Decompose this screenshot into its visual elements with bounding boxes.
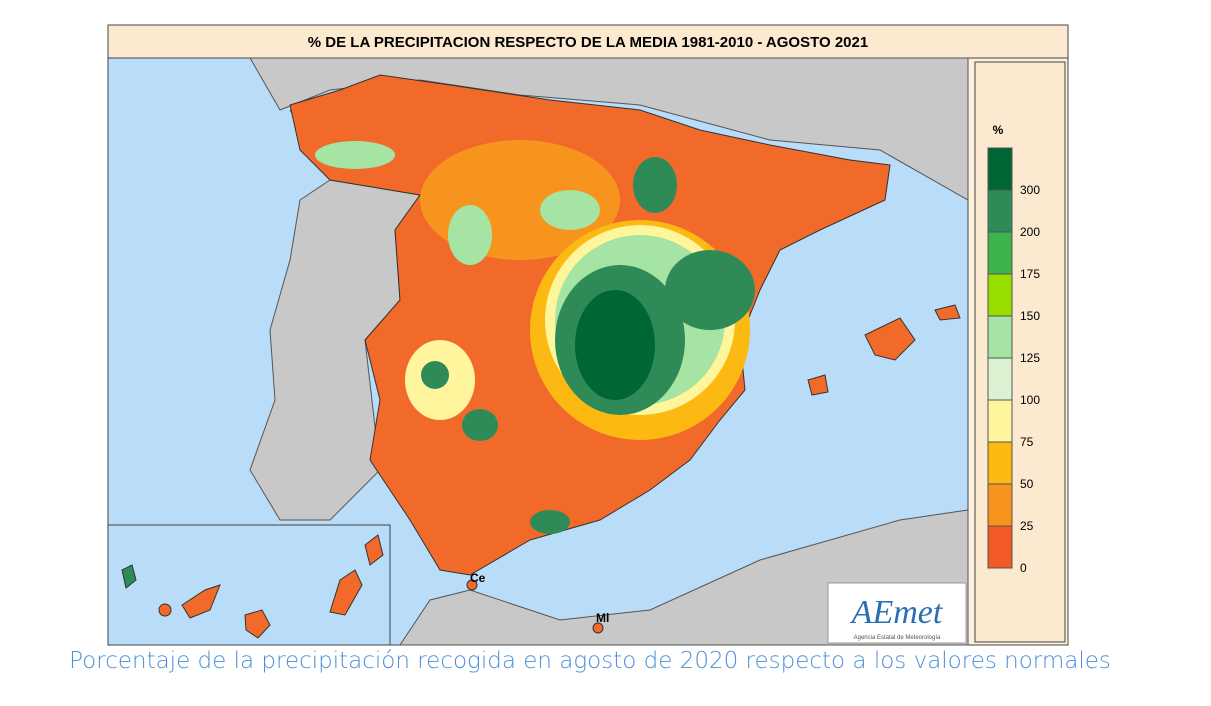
precip-zone (665, 250, 755, 330)
legend-label: 25 (1020, 519, 1034, 533)
map-title: % DE LA PRECIPITACION RESPECTO DE LA MED… (308, 34, 868, 51)
precip-zone (530, 510, 570, 534)
legend-swatch (987, 231, 1013, 275)
logo-subtitle: Agencia Estatal de Meteorología (854, 635, 941, 641)
legend-swatch (987, 525, 1013, 569)
caption: Porcentaje de la precipitación recogida … (69, 648, 1111, 674)
city-melilla (592, 622, 604, 634)
legend-label: 200 (1020, 225, 1040, 239)
legend-label: 75 (1020, 435, 1034, 449)
legend-swatch (987, 399, 1013, 443)
africa-land (399, 509, 969, 646)
legend-label: 150 (1020, 309, 1040, 323)
map-label: Ml (596, 611, 609, 625)
legend-label: 300 (1020, 183, 1040, 197)
title-bar (107, 24, 1069, 59)
legend-swatch (987, 147, 1013, 191)
legend-swatch (987, 483, 1013, 527)
legend: 0 25 50 75 100 125 150 175 200 300 (987, 147, 1040, 575)
logo-box (827, 582, 967, 644)
balearic-island (864, 317, 916, 361)
map-label: Ce (470, 571, 486, 585)
canary-island (364, 534, 384, 566)
legend-swatch (987, 273, 1013, 317)
canary-island (121, 564, 137, 589)
precip-zone (540, 190, 600, 230)
precip-zone (421, 361, 449, 389)
precip-zone (462, 409, 498, 441)
legend-unit: % (993, 123, 1004, 137)
legend-label: 175 (1020, 267, 1040, 281)
precip-zone (633, 157, 677, 213)
balearic-island (807, 374, 829, 396)
legend-label: 50 (1020, 477, 1034, 491)
legend-swatch (987, 357, 1013, 401)
logo-name: AEmet (850, 594, 944, 631)
legend-swatch (987, 441, 1013, 485)
city-ceuta (466, 579, 478, 591)
legend-label: 100 (1020, 393, 1040, 407)
canary-island (158, 603, 172, 617)
canary-island (329, 569, 363, 616)
balearic-island (934, 304, 961, 321)
precip-zone (575, 290, 655, 400)
legend-label: 125 (1020, 351, 1040, 365)
legend-label: 0 (1020, 561, 1027, 575)
legend-swatch (987, 315, 1013, 359)
precip-zone (315, 141, 395, 169)
precip-zone (448, 205, 492, 265)
france-land (249, 57, 969, 201)
canary-island (244, 609, 271, 639)
canary-island (181, 584, 221, 619)
legend-swatch (987, 189, 1013, 233)
